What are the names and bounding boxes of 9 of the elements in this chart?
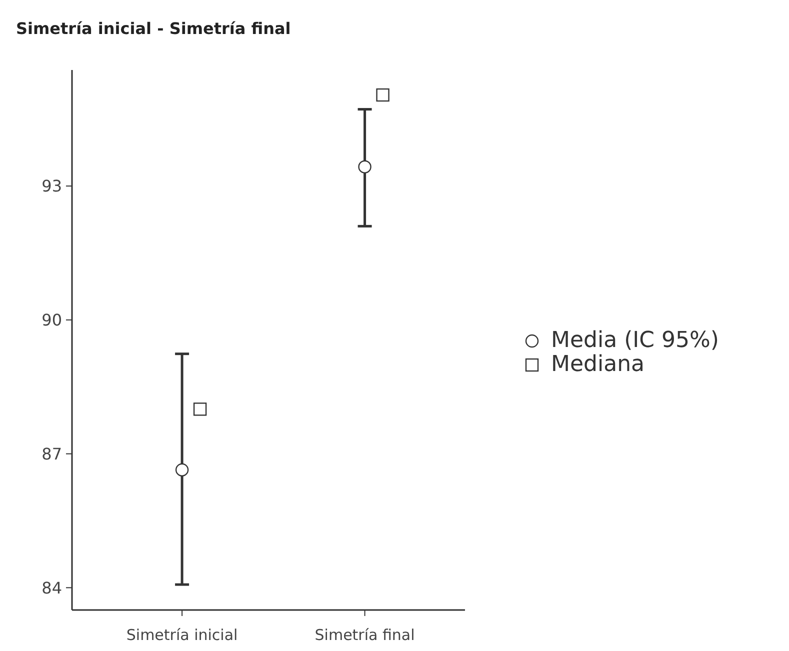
y-tick-label: 87 (42, 444, 62, 464)
y-tick-label: 90 (42, 310, 62, 330)
y-tick-label: 93 (42, 176, 62, 196)
legend-label: Mediana (551, 352, 644, 377)
chart-title: Simetría inicial - Simetría final (16, 19, 291, 38)
x-tick-label: Simetría final (314, 626, 415, 644)
y-tick-label: 84 (42, 578, 62, 598)
x-tick-label: Simetría inicial (126, 626, 238, 644)
legend-label: Media (IC 95%) (551, 328, 719, 353)
